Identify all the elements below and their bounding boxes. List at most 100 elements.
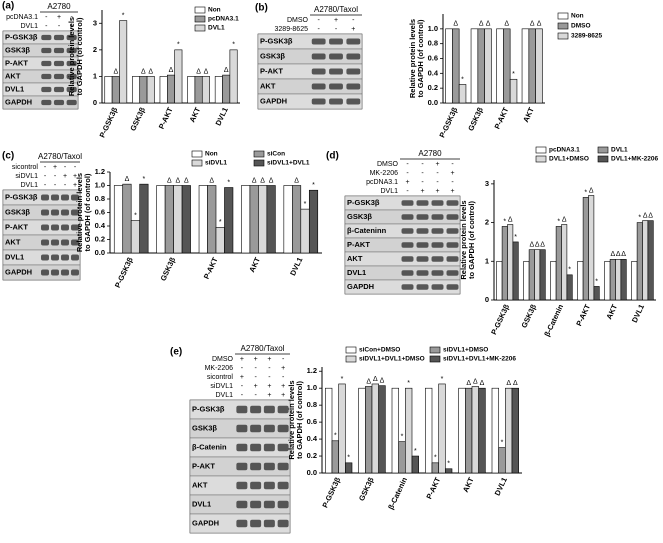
band [346,98,361,105]
band [311,38,326,45]
band [416,200,429,206]
bar [173,185,183,254]
y-tick-label: 1.0 [95,180,105,189]
condition-sign: - [241,383,244,390]
blot-title: A2780 [47,2,71,11]
legend-label: Non [205,151,218,158]
band [236,481,248,490]
significance-mark: * [219,219,222,226]
band-label: P-AKT [347,240,370,249]
significance-mark: Δ [529,242,534,249]
band [277,405,289,414]
bar [365,386,373,474]
bar [283,185,293,254]
y-tick-label: 0.6 [428,53,438,62]
x-tick-label: DVL1 [214,106,230,127]
band [41,239,49,246]
bar [308,189,319,254]
bar [465,387,473,474]
legend-swatch [535,146,547,154]
y-tick-label: 1.0 [428,24,438,33]
significance-mark: * [134,212,137,219]
band [61,224,69,231]
panel-label: (c) [2,151,14,162]
condition-sign: - [421,161,424,168]
band [66,60,77,67]
condition-sign: + [240,356,244,363]
condition-sign: - [70,14,73,21]
condition-sign: + [73,182,77,189]
x-tick-label: P-AKT [574,303,592,328]
y-tick-label: 0.2 [428,83,438,92]
condition-sign: + [57,14,61,21]
bar [215,227,225,254]
bar [438,383,446,474]
condition-sign: + [435,161,439,168]
condition-sign: + [334,17,338,24]
significance-mark: Δ [204,68,209,75]
band [401,228,414,234]
band [53,34,65,41]
condition-sign: - [254,374,257,381]
bar [496,260,503,301]
legend-swatch [597,146,609,154]
x-tick-label: P-AKT [202,256,220,281]
band [71,209,79,216]
condition-label: DVL1 [20,23,38,30]
significance-mark: Δ [610,251,615,258]
legend-swatch [557,22,569,30]
significance-mark: Δ [480,380,485,387]
significance-mark: Δ [648,212,653,219]
bar [496,28,504,104]
legend-label: 3289-8625 [571,33,602,40]
band [263,500,275,509]
bar [445,28,453,104]
band [236,443,248,452]
significance-mark: * [232,42,235,49]
band [446,200,459,206]
band-row [257,93,363,110]
band [346,83,361,90]
significance-mark: * [568,267,571,274]
band [263,405,275,414]
bar [593,286,600,301]
bar [391,387,399,474]
bar [528,249,535,301]
bar [550,260,557,301]
x-tick-label: P-GSK3β [113,256,135,290]
condition-sign: - [54,182,57,189]
legend-label: DVL1 [208,25,225,32]
band [277,500,289,509]
band-label: AKT [260,81,276,90]
y-tick-label: 0.8 [307,400,317,409]
bar [588,195,595,301]
significance-mark: * [401,433,404,440]
x-tick-label: DVL1 [493,476,509,497]
bar [501,226,508,301]
legend-label: Non [208,7,221,14]
significance-mark: Δ [508,216,513,223]
significance-mark: Δ [504,21,509,28]
band [416,228,429,234]
condition-sign: - [421,179,424,186]
bar [229,49,238,104]
y-tick-label: 0.0 [95,248,105,257]
bar [458,84,467,104]
bar [331,440,339,474]
y-tick-label: 0.4 [95,221,106,230]
band [71,254,79,261]
significance-mark: Δ [589,187,594,194]
y-axis-label: to GAPDH (of control) [416,19,425,97]
legend-swatch [253,150,265,158]
x-tick-label: β-Catenin [542,303,565,339]
y-tick-label: 0.6 [307,417,317,426]
band [277,462,289,471]
y-tick-label: 0.4 [428,68,439,77]
band [346,68,361,75]
bar [445,468,453,474]
condition-sign: + [450,170,454,177]
bar [174,49,183,104]
legend-swatch [345,355,357,363]
condition-sign: - [406,188,409,195]
